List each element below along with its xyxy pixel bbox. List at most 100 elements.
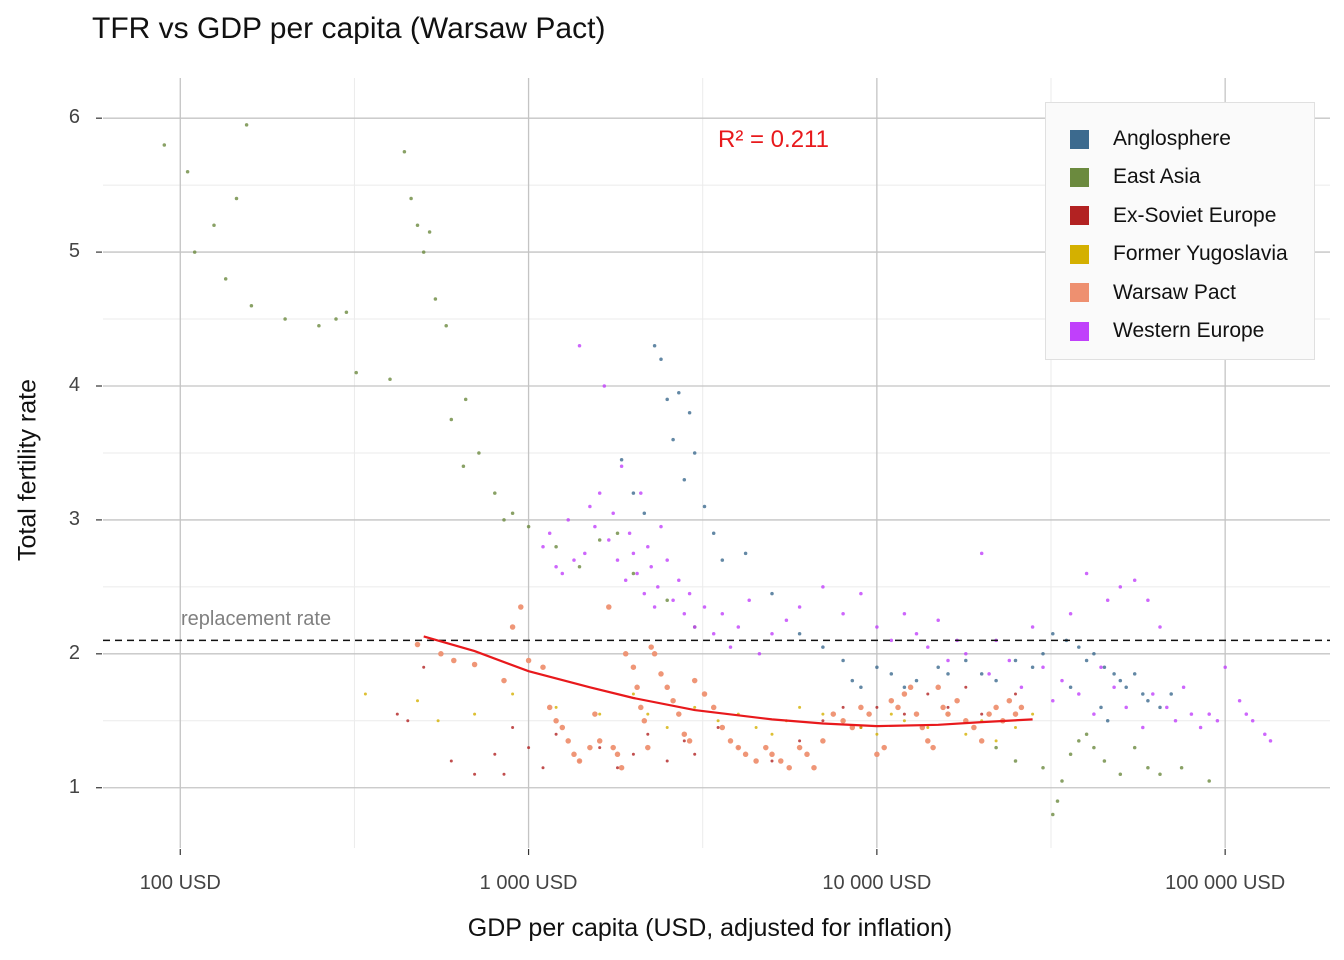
legend-label: East Asia: [1113, 165, 1201, 189]
legend-swatch: [1070, 321, 1089, 341]
data-point: [1031, 712, 1035, 716]
data-point: [1092, 652, 1096, 656]
data-point: [642, 511, 647, 515]
data-point: [902, 719, 906, 723]
data-point: [849, 724, 856, 731]
data-point: [577, 344, 582, 348]
data-point: [859, 726, 863, 729]
data-point: [1019, 685, 1024, 690]
data-point: [449, 417, 454, 422]
data-point: [710, 704, 717, 711]
data-point: [736, 625, 741, 629]
data-point: [665, 759, 669, 763]
legend-item: Anglosphere: [1070, 127, 1231, 151]
data-point: [185, 169, 190, 174]
data-point: [946, 672, 950, 676]
data-point: [935, 684, 941, 691]
data-point: [1077, 692, 1081, 696]
data-point: [841, 705, 845, 709]
data-point: [525, 657, 532, 664]
data-point: [244, 123, 249, 127]
legend-item: Warsaw Pact: [1070, 281, 1236, 305]
data-point: [646, 732, 650, 736]
data-point: [1207, 779, 1211, 783]
data-point: [711, 631, 716, 636]
data-point: [914, 678, 919, 683]
data-point: [1179, 765, 1184, 770]
data-point: [1124, 685, 1128, 690]
data-point: [986, 711, 992, 717]
data-point: [1215, 719, 1220, 723]
data-point: [913, 711, 920, 717]
data-point: [841, 611, 845, 616]
data-point: [1132, 578, 1137, 582]
data-point: [727, 738, 734, 744]
data-point: [692, 625, 697, 629]
data-point: [671, 437, 675, 442]
data-point: [702, 605, 707, 609]
data-point: [770, 631, 774, 636]
data-point: [421, 250, 426, 254]
data-point: [811, 764, 817, 771]
data-point: [769, 751, 775, 758]
data-point: [677, 578, 681, 582]
data-point: [804, 751, 810, 758]
data-point: [682, 739, 686, 743]
legend-swatch: [1070, 167, 1089, 187]
data-point: [1263, 732, 1267, 736]
data-point: [1068, 611, 1073, 616]
data-point: [631, 551, 636, 556]
data-point: [1223, 665, 1227, 669]
data-point: [553, 718, 559, 724]
data-point: [1112, 672, 1116, 676]
data-point: [630, 664, 637, 670]
data-point: [283, 317, 287, 321]
data-point: [858, 704, 864, 711]
data-point: [875, 705, 879, 709]
data-point: [631, 752, 635, 756]
data-point: [598, 746, 602, 750]
legend-item: Former Yugoslavia: [1070, 242, 1288, 266]
data-point: [1169, 692, 1173, 696]
data-point: [1060, 678, 1064, 683]
data-point: [770, 591, 774, 596]
data-point: [1173, 719, 1178, 723]
data-point: [635, 571, 639, 576]
data-point: [436, 719, 440, 723]
data-point: [719, 724, 726, 731]
data-point: [693, 705, 697, 709]
data-point: [597, 538, 602, 542]
data-point: [1158, 772, 1162, 777]
data-point: [881, 744, 887, 751]
data-point: [926, 645, 930, 649]
data-point: [583, 551, 587, 556]
data-point: [716, 726, 720, 729]
data-point: [754, 726, 758, 729]
data-point: [994, 678, 998, 683]
data-point: [477, 451, 481, 455]
trend-line: [423, 635, 1033, 728]
data-point: [945, 711, 951, 717]
data-point: [936, 618, 940, 623]
data-point: [1102, 665, 1107, 669]
data-point: [607, 538, 611, 542]
y-tick-label: 5: [68, 240, 80, 263]
data-point: [648, 644, 654, 650]
y-tick-label: 2: [68, 641, 80, 664]
data-point: [541, 766, 545, 770]
data-point: [770, 759, 774, 763]
data-point: [1060, 779, 1064, 783]
data-point: [914, 631, 919, 636]
data-point: [693, 752, 697, 756]
data-point: [554, 544, 558, 549]
data-point: [344, 310, 349, 315]
data-point: [619, 457, 624, 462]
data-point: [212, 223, 216, 228]
data-point: [840, 718, 846, 724]
data-point: [646, 712, 650, 716]
data-point: [493, 491, 497, 495]
data-point: [658, 671, 664, 677]
data-point: [511, 692, 515, 696]
data-point: [593, 524, 597, 529]
legend-label: Western Europe: [1113, 319, 1265, 342]
